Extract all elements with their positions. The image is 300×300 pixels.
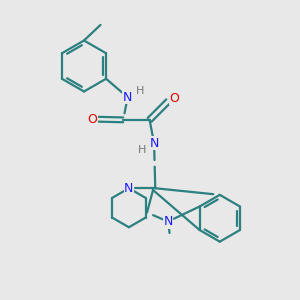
Text: N: N [149, 137, 159, 150]
Text: O: O [169, 92, 179, 105]
Text: H: H [136, 86, 144, 96]
Text: N: N [123, 91, 132, 104]
Text: N: N [163, 215, 173, 228]
Text: N: N [124, 182, 134, 195]
Text: H: H [138, 145, 146, 155]
Text: O: O [87, 113, 97, 126]
